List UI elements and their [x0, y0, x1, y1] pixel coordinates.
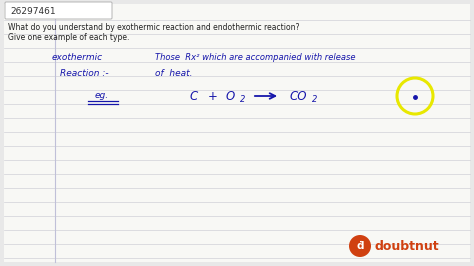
Text: Give one example of each type.: Give one example of each type. — [8, 34, 129, 43]
Text: exothermic: exothermic — [52, 53, 103, 63]
Text: CO: CO — [290, 89, 308, 102]
Circle shape — [349, 235, 371, 257]
Text: ḋ: ḋ — [356, 241, 364, 251]
Text: of  heat.: of heat. — [155, 69, 192, 77]
FancyBboxPatch shape — [5, 2, 112, 19]
Text: Reaction :-: Reaction :- — [60, 69, 109, 77]
Text: 2: 2 — [240, 95, 246, 105]
Text: eg.: eg. — [95, 92, 109, 101]
Text: +: + — [208, 89, 218, 102]
Text: What do you understand by exothermic reaction and endothermic reaction?: What do you understand by exothermic rea… — [8, 23, 300, 32]
Text: 2: 2 — [312, 95, 318, 105]
Text: O: O — [226, 89, 235, 102]
Text: C: C — [190, 89, 198, 102]
Text: 26297461: 26297461 — [10, 6, 55, 15]
Text: Those  Rx² which are accompanied with release: Those Rx² which are accompanied with rel… — [155, 53, 356, 63]
Text: doubtnut: doubtnut — [375, 239, 439, 252]
